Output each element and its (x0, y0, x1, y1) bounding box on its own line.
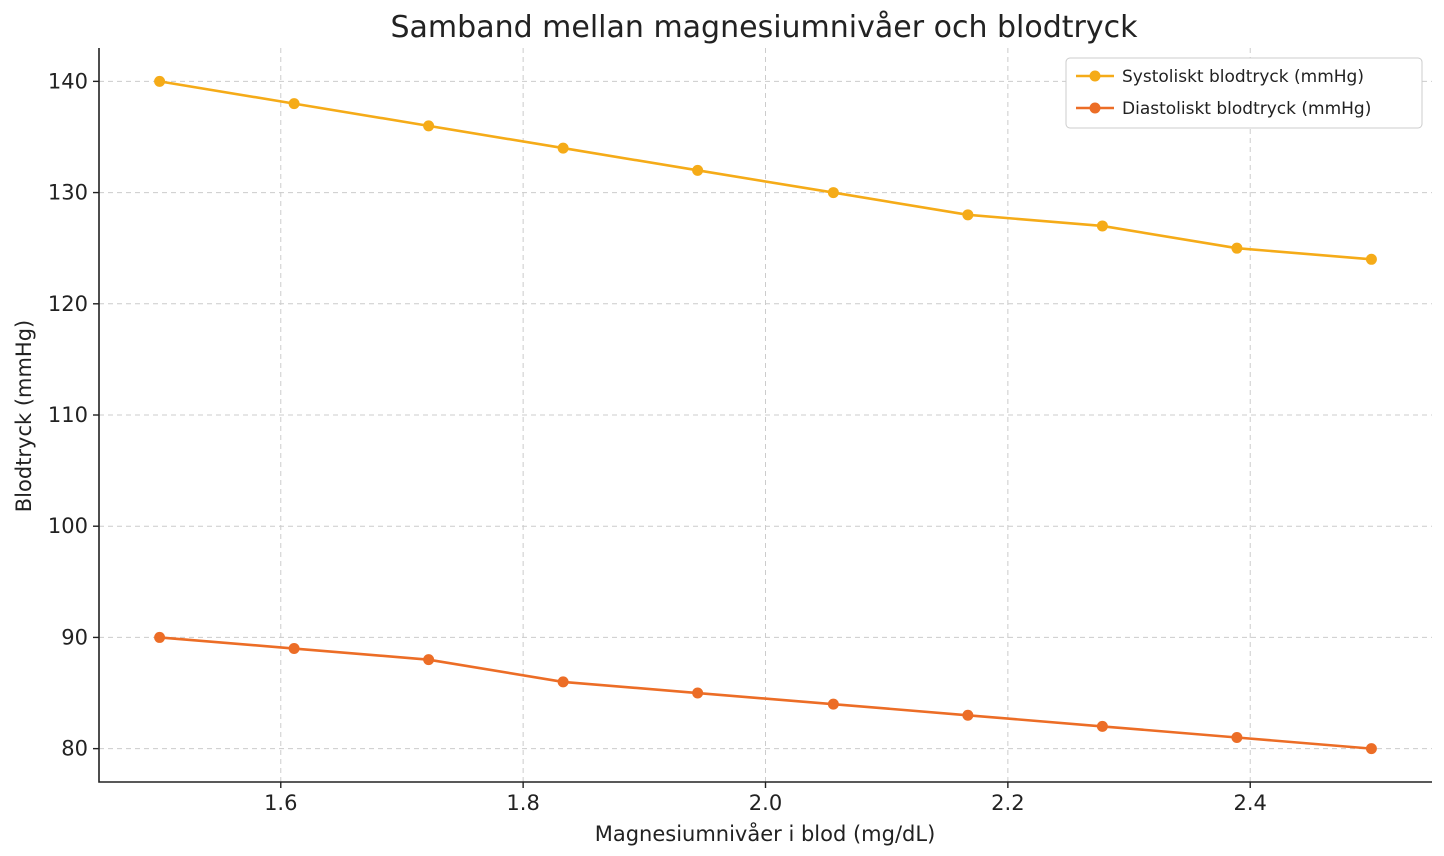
y-axis: 80 90 100 110 120 130 140 (48, 69, 99, 761)
series-1-point (1365, 253, 1377, 265)
series-2-point (692, 687, 704, 699)
legend-marker-2 (1089, 102, 1101, 114)
y-tick-label: 130 (48, 181, 88, 205)
series-layer (154, 75, 1377, 755)
legend-box (1065, 57, 1423, 129)
y-tick-label: 80 (61, 737, 88, 761)
series-2-point (154, 631, 166, 643)
series-2-point (1096, 720, 1108, 732)
y-tick-label: 110 (48, 403, 88, 427)
series-2-point (423, 654, 435, 666)
series-1-point (423, 120, 435, 132)
y-tick-label: 100 (48, 514, 88, 538)
x-tick-label: 1.6 (264, 791, 297, 815)
axes-spine (98, 48, 1432, 783)
series-1-point (557, 142, 569, 154)
legend-marker-1 (1089, 70, 1101, 82)
series-1-point (1096, 220, 1108, 232)
series-1 (154, 75, 1377, 265)
y-tick-label: 90 (61, 625, 88, 649)
series-2-point (288, 643, 300, 655)
series-1-point (1231, 242, 1243, 254)
series-1-point (827, 187, 839, 199)
series-1-point (288, 98, 300, 110)
series-1-point (154, 75, 166, 87)
series-2-point (1365, 743, 1377, 755)
x-tick-label: 2.4 (1234, 791, 1267, 815)
legend-label-2: Diastoliskt blodtryck (mmHg) (1122, 99, 1371, 119)
x-tick-label: 1.8 (506, 791, 539, 815)
series-2-point (557, 676, 569, 688)
chart-title: Samband mellan magnesiumnivåer och blodt… (391, 10, 1139, 45)
x-tick-label: 2.2 (991, 791, 1024, 815)
series-2 (154, 631, 1377, 755)
series-2-point (962, 709, 974, 721)
y-axis-label: Blodtryck (mmHg) (12, 320, 36, 513)
series-2-line (159, 636, 1372, 750)
series-2-point (1231, 732, 1243, 744)
series-1-line (159, 80, 1372, 261)
series-2-point (827, 698, 839, 710)
x-axis: 1.6 1.8 2.0 2.2 2.4 (264, 782, 1267, 815)
x-axis-label: Magnesiumnivåer i blod (mg/dL) (595, 821, 936, 846)
series-1-point (962, 209, 974, 221)
legend-label-1: Systoliskt blodtryck (mmHg) (1122, 67, 1364, 87)
legend: Systoliskt blodtryck (mmHg) Diastoliskt b… (1065, 57, 1423, 129)
y-tick-label: 140 (48, 69, 88, 93)
x-tick-label: 2.0 (749, 791, 782, 815)
series-1-point (692, 164, 704, 176)
y-tick-label: 120 (48, 292, 88, 316)
grid (99, 48, 1432, 782)
